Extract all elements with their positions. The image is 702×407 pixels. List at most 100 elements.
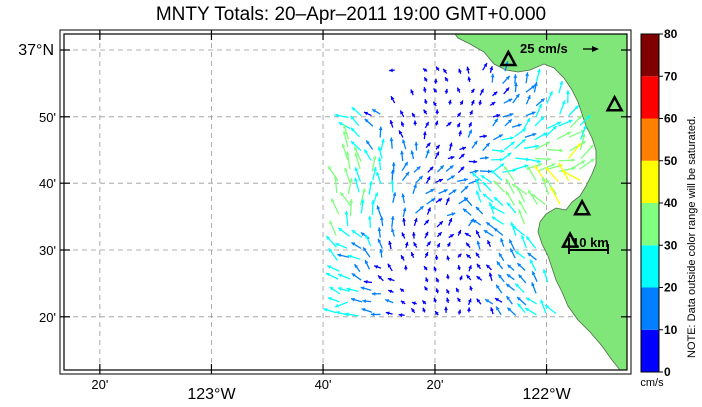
current-vector bbox=[400, 150, 404, 162]
current-vector bbox=[334, 301, 349, 308]
current-vector bbox=[533, 81, 538, 93]
current-vector bbox=[400, 121, 405, 127]
colorbar-tick-label: 50 bbox=[664, 154, 678, 168]
current-vector bbox=[325, 272, 339, 280]
current-vector bbox=[435, 288, 440, 294]
map-frame bbox=[63, 33, 628, 371]
colorbar-cell bbox=[641, 34, 659, 77]
current-vector bbox=[456, 297, 462, 303]
current-vector bbox=[524, 132, 537, 138]
current-vector bbox=[570, 160, 586, 170]
current-vector bbox=[479, 88, 485, 96]
current-vector bbox=[498, 252, 505, 262]
current-vector bbox=[486, 239, 492, 247]
current-vector bbox=[410, 251, 415, 258]
current-vector bbox=[444, 76, 449, 82]
current-vector bbox=[511, 123, 522, 128]
current-vector bbox=[410, 307, 416, 314]
current-vector bbox=[442, 68, 448, 74]
current-vector bbox=[401, 161, 409, 172]
current-vector bbox=[466, 274, 472, 281]
current-vector bbox=[535, 103, 543, 118]
current-vector bbox=[423, 86, 427, 93]
current-vector bbox=[544, 304, 557, 315]
current-vector bbox=[467, 129, 473, 138]
current-vector bbox=[513, 164, 529, 171]
current-vector bbox=[350, 127, 360, 138]
current-vector bbox=[465, 253, 472, 259]
current-vector bbox=[466, 66, 470, 74]
current-vector bbox=[435, 144, 441, 150]
current-vector bbox=[524, 307, 537, 316]
current-vector bbox=[521, 234, 528, 249]
current-vector bbox=[446, 255, 451, 261]
current-vector bbox=[387, 277, 395, 282]
current-vector bbox=[459, 146, 467, 151]
current-vector bbox=[390, 215, 395, 228]
current-vector bbox=[325, 235, 337, 248]
current-vector bbox=[472, 219, 482, 226]
current-vector bbox=[423, 76, 428, 82]
current-vector bbox=[328, 247, 338, 261]
current-vector bbox=[491, 216, 504, 225]
current-vector bbox=[534, 132, 548, 141]
current-vector bbox=[446, 242, 451, 248]
current-vector bbox=[415, 205, 425, 214]
reference-arrow-label: 25 cm/s bbox=[520, 41, 568, 56]
current-vector bbox=[433, 88, 438, 93]
current-vector bbox=[367, 215, 372, 228]
current-vector bbox=[482, 193, 494, 203]
current-vector bbox=[475, 206, 484, 215]
current-vector bbox=[503, 98, 513, 104]
current-vector bbox=[467, 76, 472, 83]
colorbar-tick-label: 10 bbox=[664, 323, 678, 337]
current-vector bbox=[424, 98, 428, 105]
current-vector bbox=[476, 298, 482, 305]
current-vector bbox=[540, 299, 547, 314]
current-vector bbox=[398, 313, 405, 317]
current-vector bbox=[484, 298, 494, 305]
current-vector bbox=[337, 227, 351, 237]
colorbar-cell bbox=[641, 245, 659, 288]
current-vector bbox=[495, 284, 503, 294]
current-vector bbox=[362, 299, 372, 304]
current-vector bbox=[433, 297, 438, 303]
gridlines bbox=[64, 34, 627, 370]
current-vector bbox=[506, 202, 517, 214]
current-vector bbox=[371, 155, 377, 172]
current-vector bbox=[401, 193, 406, 204]
current-vector bbox=[510, 221, 517, 236]
current-vector bbox=[354, 152, 361, 170]
current-vector bbox=[413, 120, 418, 126]
current-vector bbox=[377, 274, 384, 282]
current-vector bbox=[457, 253, 462, 258]
colorbar-cell bbox=[641, 287, 659, 330]
current-vector bbox=[506, 307, 517, 316]
current-vector bbox=[380, 138, 385, 151]
current-vector bbox=[424, 121, 430, 129]
current-vector bbox=[411, 231, 416, 239]
current-vector bbox=[558, 80, 564, 94]
current-vector bbox=[326, 265, 340, 272]
map-title: MNTY Totals: 20–Apr–2011 19:00 GMT+0.000 bbox=[155, 4, 547, 25]
current-vector bbox=[426, 197, 436, 205]
current-vector bbox=[413, 217, 418, 226]
current-vector bbox=[493, 133, 504, 141]
current-vector bbox=[422, 67, 428, 73]
colorbar: 0 10 20 30 40 50 60 70 80 cm/s bbox=[640, 27, 677, 389]
current-vector bbox=[470, 99, 475, 106]
colorbar-cell bbox=[641, 203, 659, 246]
current-vector bbox=[337, 287, 350, 293]
colorbar-tick-label: 60 bbox=[664, 112, 678, 126]
current-vector bbox=[434, 254, 439, 261]
current-vector bbox=[347, 177, 353, 195]
current-vector bbox=[455, 287, 460, 293]
current-vector bbox=[494, 297, 503, 303]
current-vector bbox=[390, 169, 395, 182]
current-vector bbox=[457, 309, 462, 315]
current-vector bbox=[435, 197, 443, 203]
current-vector bbox=[334, 113, 349, 119]
current-vector bbox=[458, 130, 462, 137]
current-vector bbox=[333, 175, 338, 194]
current-vector bbox=[414, 141, 419, 151]
